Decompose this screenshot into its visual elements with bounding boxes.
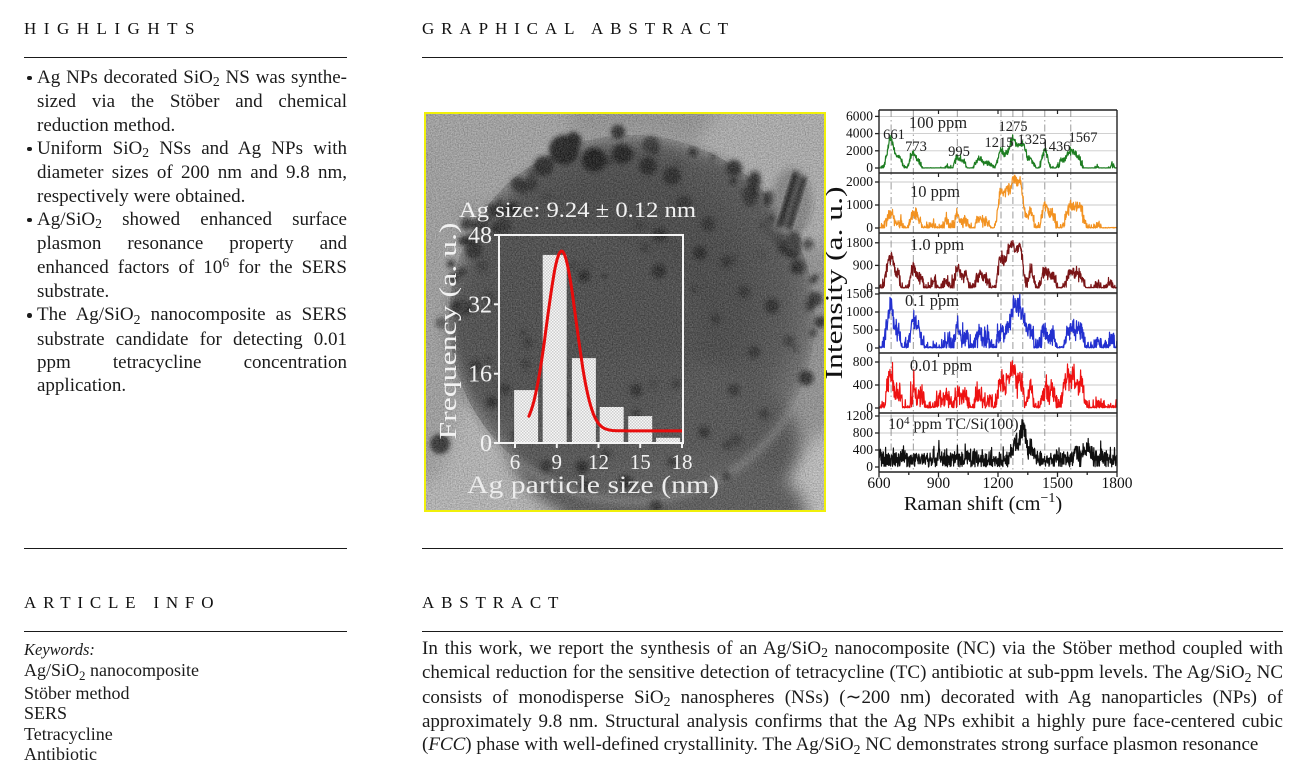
svg-text:800: 800 <box>853 425 874 440</box>
svg-text:2000: 2000 <box>846 143 873 158</box>
svg-text:1325: 1325 <box>1018 132 1047 148</box>
svg-text:0: 0 <box>866 400 873 415</box>
svg-text:Ag particle size (nm): Ag particle size (nm) <box>467 472 719 499</box>
svg-text:661: 661 <box>883 127 905 143</box>
svg-text:0: 0 <box>866 160 873 175</box>
svg-text:1500: 1500 <box>1042 475 1073 492</box>
svg-text:773: 773 <box>905 139 927 155</box>
svg-text:18: 18 <box>672 450 693 474</box>
svg-text:6: 6 <box>510 450 521 474</box>
svg-text:1000: 1000 <box>846 197 873 212</box>
svg-text:0: 0 <box>866 459 873 474</box>
svg-text:0.1 ppm: 0.1 ppm <box>905 291 959 310</box>
svg-text:Ag size: 9.24 ± 0.12 nm: Ag size: 9.24 ± 0.12 nm <box>459 197 696 222</box>
svg-text:Raman shift (cm−1): Raman shift (cm−1) <box>904 491 1062 515</box>
svg-text:400: 400 <box>853 377 874 392</box>
svg-text:0: 0 <box>866 280 873 295</box>
svg-text:1215: 1215 <box>985 135 1014 151</box>
svg-text:15: 15 <box>630 450 651 474</box>
svg-text:0.01 ppm: 0.01 ppm <box>910 356 973 375</box>
svg-text:0: 0 <box>480 431 492 457</box>
svg-text:800: 800 <box>853 354 874 369</box>
svg-text:1567: 1567 <box>1069 130 1098 146</box>
svg-text:400: 400 <box>853 442 874 457</box>
svg-text:500: 500 <box>853 322 874 337</box>
svg-text:1.0 ppm: 1.0 ppm <box>910 235 964 254</box>
svg-text:1800: 1800 <box>1102 475 1133 492</box>
svg-text:12: 12 <box>588 450 609 474</box>
svg-text:Frequency (a. u.): Frequency (a. u.) <box>436 223 462 440</box>
svg-text:1200: 1200 <box>846 408 873 423</box>
svg-text:600: 600 <box>867 475 891 492</box>
svg-text:4000: 4000 <box>846 126 873 141</box>
svg-text:1000: 1000 <box>846 304 873 319</box>
svg-text:1436: 1436 <box>1042 139 1071 155</box>
svg-text:1500: 1500 <box>846 286 873 301</box>
svg-text:16: 16 <box>468 362 492 388</box>
svg-text:1800: 1800 <box>846 235 873 250</box>
svg-text:0: 0 <box>866 340 873 355</box>
svg-text:1275: 1275 <box>999 119 1028 135</box>
svg-text:100 ppm: 100 ppm <box>909 113 967 132</box>
svg-text:9: 9 <box>552 450 563 474</box>
svg-text:995: 995 <box>948 144 970 160</box>
svg-text:0: 0 <box>866 220 873 235</box>
svg-text:2000: 2000 <box>846 174 873 189</box>
svg-text:32: 32 <box>468 292 492 318</box>
svg-text:900: 900 <box>853 257 874 272</box>
svg-text:Intensity (a. u.): Intensity (a. u.) <box>826 187 848 380</box>
svg-text:6000: 6000 <box>846 108 873 123</box>
svg-text:10 ppm: 10 ppm <box>910 182 960 201</box>
svg-text:48: 48 <box>468 223 492 249</box>
svg-text:900: 900 <box>927 475 951 492</box>
svg-text:104 ppm TC/Si(100): 104 ppm TC/Si(100) <box>888 415 1019 433</box>
svg-text:1200: 1200 <box>983 475 1014 492</box>
